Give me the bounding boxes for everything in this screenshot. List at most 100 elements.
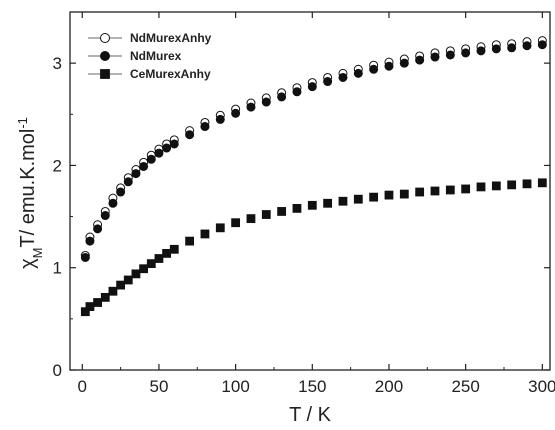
data-point [108,198,118,208]
data-point [261,210,271,219]
x-tick-label: 100 [221,377,249,396]
data-point [369,192,379,202]
data-point [369,64,379,74]
data-point [461,184,471,194]
data-point [100,211,110,221]
data-point [522,41,532,51]
data-point [131,169,141,179]
data-point [353,68,363,78]
y-axis-title-sub: M [30,248,45,259]
data-point [246,102,256,112]
data-point [307,82,317,92]
data-point [307,200,317,210]
data-point [384,61,394,71]
x-tick-label: 150 [298,377,326,396]
data-point [430,186,440,196]
plot-area [80,36,547,317]
y-axis-title: χMT/ emu.K.mol-1 [15,117,45,269]
data-point [85,302,95,311]
data-point [85,236,95,246]
data-point [123,275,133,285]
y-axis-title-chi: χ [17,258,39,269]
data-point [445,50,455,60]
y-axis-title-sup: -1 [15,117,30,129]
axes: 0 50 100 150 200 250 300 0 1 2 3 [53,11,555,396]
data-point [323,77,333,87]
data-point [399,189,409,199]
data-point [100,292,110,302]
legend-marker [100,51,110,61]
y-axis-title-mid: T/ emu.K.mol [17,129,39,248]
data-point [415,187,425,197]
data-point [522,179,532,189]
series-NdMurex [80,40,547,262]
data-point [491,44,501,54]
data-point [353,194,363,204]
x-tick-label: 200 [375,377,403,396]
data-point [430,52,440,62]
data-point [93,298,103,307]
data-point [445,185,455,195]
plot-frame [69,11,551,371]
data-point [116,280,126,290]
data-point [338,72,348,82]
data-point [415,55,425,65]
legend: NdMurexAnhy NdMurex CeMurexAnhy [88,31,212,81]
data-point [146,259,156,269]
legend-label: NdMurexAnhy [130,31,212,45]
data-point [292,87,302,97]
data-point [323,198,333,208]
data-point [461,48,471,58]
y-tick-label: 3 [53,54,62,73]
data-point [476,46,486,56]
data-point [139,161,149,171]
data-point [215,114,225,124]
data-point [146,154,156,164]
data-point [231,108,241,118]
legend-label: CeMurexAnhy [130,67,211,81]
data-point [116,187,126,197]
data-point [131,269,141,279]
data-point [123,177,133,187]
data-point [200,229,210,239]
data-point [154,148,164,158]
data-point [261,97,271,107]
data-point [200,122,210,132]
data-point [507,43,517,53]
data-point [476,182,486,192]
legend-marker [100,69,110,79]
x-tick-label: 300 [528,377,555,396]
data-point [277,207,287,216]
data-point [215,223,225,233]
x-tick-label: 0 [78,377,87,396]
x-tick-label: 50 [149,377,168,396]
data-point [292,203,302,213]
data-point [537,40,547,50]
data-point [162,248,172,258]
data-point [139,264,149,274]
data-point [507,180,517,190]
series-CeMurexAnhy [80,178,547,317]
data-point [185,236,195,246]
data-point [384,190,394,200]
data-point [169,244,179,254]
data-point [399,58,409,68]
data-point [491,181,501,191]
y-tick-label: 2 [53,156,62,175]
data-point [162,143,172,153]
data-point [80,252,90,262]
y-tick-label: 0 [53,361,62,380]
x-tick-label: 250 [451,377,479,396]
data-point [537,178,547,188]
data-point [80,307,90,317]
data-point [154,254,164,263]
x-axis-title: T / K [289,404,332,426]
data-point [169,139,179,149]
data-point [93,224,103,234]
legend-label: NdMurex [130,49,182,63]
data-point [185,130,195,140]
data-point [231,218,241,228]
legend-marker [100,33,110,43]
data-point [246,214,256,224]
